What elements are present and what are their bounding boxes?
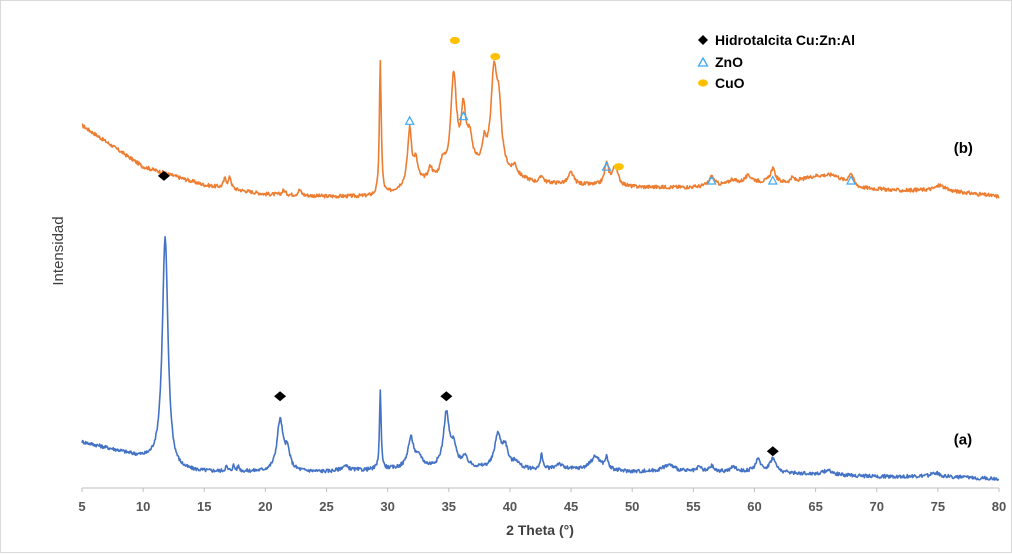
x-tick-label: 80: [992, 499, 1006, 514]
series-label-a: (a): [954, 431, 972, 448]
cuo-marker: [449, 36, 460, 45]
triangle-marker-icon: [697, 56, 709, 67]
x-tick-label: 15: [197, 499, 211, 514]
x-tick-label: 40: [503, 499, 517, 514]
x-axis-ticks: 5 10 15 20 25 30 35 40 45 50 55 60 65 70 75 80: [78, 488, 1006, 514]
legend-item-cuo: CuO: [698, 75, 745, 91]
legend-item-zno: ZnO: [697, 54, 743, 70]
x-tick-label: 60: [747, 499, 761, 514]
zno-marker: [404, 115, 415, 125]
x-tick-label: 45: [564, 499, 578, 514]
cuo-marker: [613, 163, 624, 171]
x-tick-label: 50: [625, 499, 639, 514]
zno-marker: [458, 110, 469, 121]
series-label-b: (b): [954, 140, 973, 157]
x-tick-label: 35: [442, 499, 456, 514]
hidrotalcita-marker: [157, 170, 170, 181]
cuo-marker: [490, 52, 501, 61]
hidrotalcita-marker: [274, 391, 287, 402]
zno-marker: [846, 175, 857, 185]
plot-lines: [81, 59, 1000, 482]
hidrotalcita-marker: [766, 446, 779, 457]
legend-label-hidrotalcita: Hidrotalcita Cu:Zn:Al: [715, 32, 855, 48]
zno-marker: [706, 175, 717, 185]
x-tick-label: 10: [136, 499, 150, 514]
zno-marker: [767, 175, 778, 185]
x-tick-label: 30: [380, 499, 394, 514]
x-tick-label: 65: [808, 499, 822, 514]
x-tick-label: 25: [319, 499, 333, 514]
x-tick-label: 20: [258, 499, 272, 514]
legend: Hidrotalcita Cu:Zn:Al ZnO CuO: [697, 32, 855, 91]
diamond-marker-icon: [698, 35, 708, 45]
zno-marker: [601, 161, 612, 171]
y-axis-title: Intensidad: [50, 216, 67, 285]
series-line-a: [81, 236, 1000, 482]
phase-markers: [157, 36, 857, 457]
hidrotalcita-marker: [440, 391, 453, 402]
circle-marker-icon: [698, 79, 708, 87]
series-line-b: [81, 59, 1000, 199]
legend-item-hidrotalcita: Hidrotalcita Cu:Zn:Al: [698, 32, 855, 48]
x-tick-label: 70: [869, 499, 883, 514]
x-tick-label: 75: [931, 499, 945, 514]
x-tick-label: 55: [686, 499, 700, 514]
x-tick-label: 5: [78, 499, 85, 514]
legend-label-zno: ZnO: [715, 54, 743, 70]
x-axis-title: 2 Theta (°): [506, 522, 574, 538]
legend-label-cuo: CuO: [715, 75, 745, 91]
